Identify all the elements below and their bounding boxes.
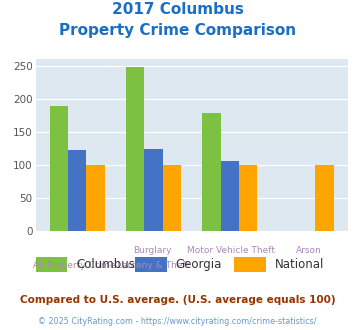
Text: © 2025 CityRating.com - https://www.cityrating.com/crime-statistics/: © 2025 CityRating.com - https://www.city… [38,317,317,326]
Bar [68,150,86,231]
Bar [239,165,257,231]
Text: All Property Crime: All Property Crime [33,261,116,270]
Text: 2017 Columbus: 2017 Columbus [111,2,244,16]
Text: Arson: Arson [296,246,322,255]
Text: Compared to U.S. average. (U.S. average equals 100): Compared to U.S. average. (U.S. average … [20,295,335,305]
Bar [315,165,334,231]
Bar [126,67,144,231]
Text: Larceny & Theft: Larceny & Theft [116,261,189,270]
Bar [144,149,163,231]
Text: Motor Vehicle Theft: Motor Vehicle Theft [187,246,275,255]
Text: Columbus: Columbus [76,258,135,271]
Text: Burglary: Burglary [133,246,172,255]
Bar [221,161,239,231]
Text: National: National [275,258,324,271]
Text: Property Crime Comparison: Property Crime Comparison [59,23,296,38]
Bar [86,165,105,231]
Bar [163,165,181,231]
Bar [50,106,68,231]
Bar [202,113,221,231]
Text: Georgia: Georgia [176,258,222,271]
